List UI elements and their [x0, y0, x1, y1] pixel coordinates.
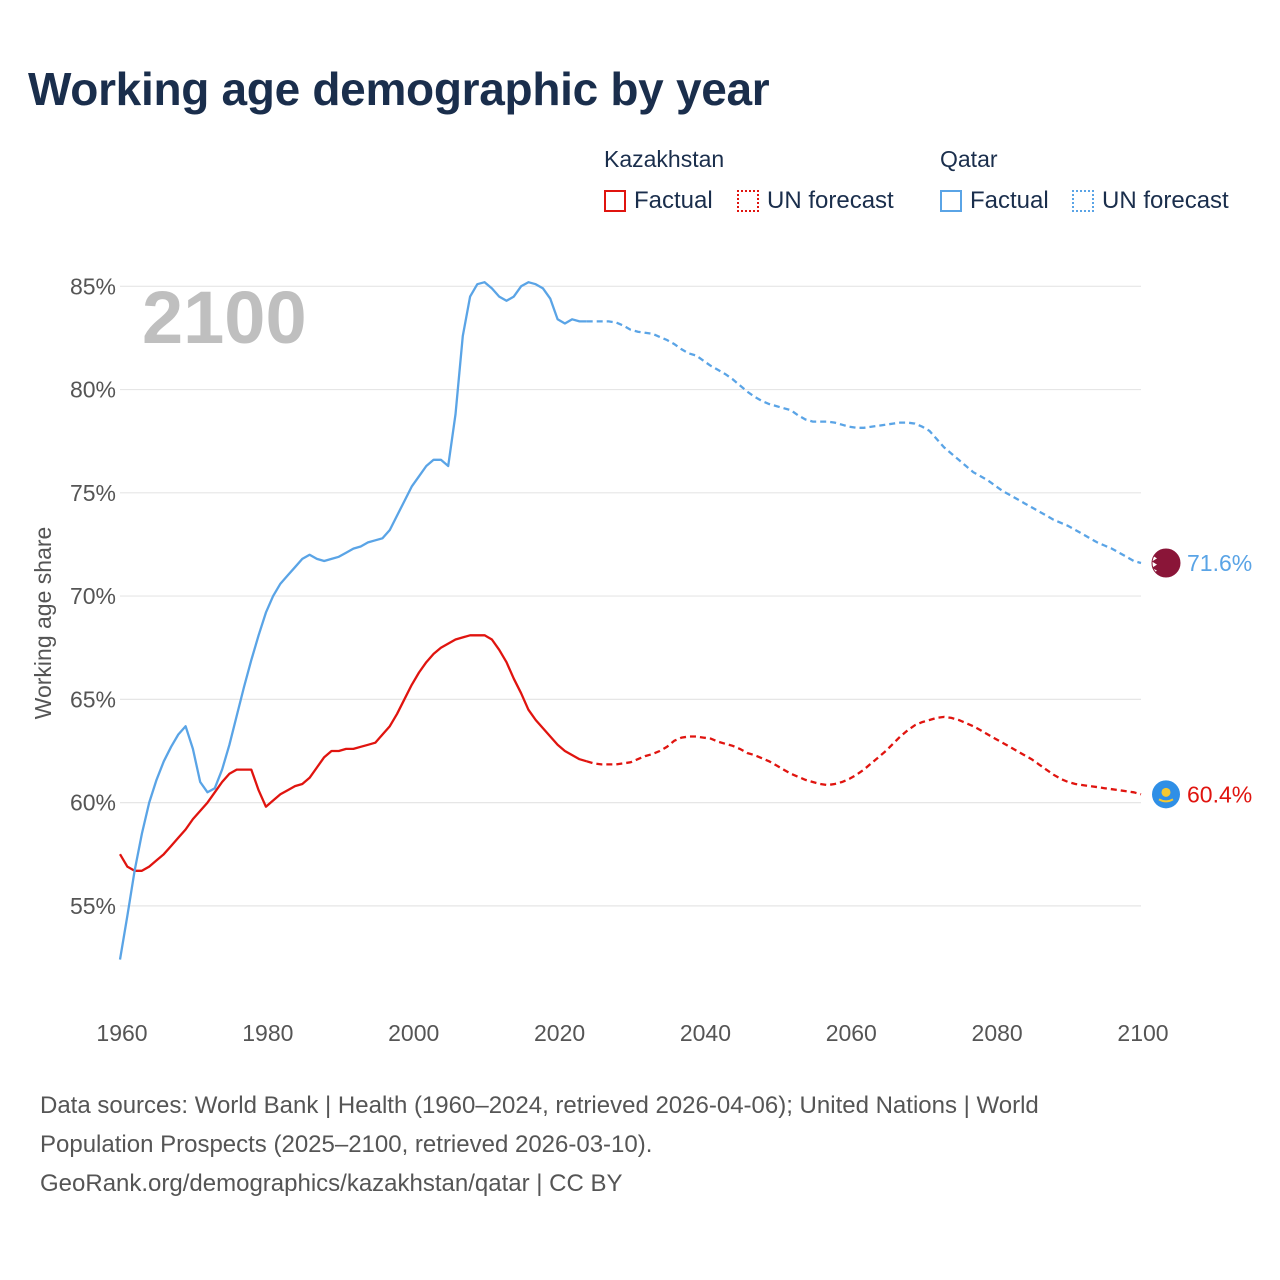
x-tick-label: 2000: [388, 1020, 439, 1046]
qatar-forecast-line: [586, 320, 1142, 565]
x-tick-label: 2080: [972, 1020, 1023, 1046]
y-tick-label: 60%: [70, 790, 116, 816]
gridlines: [120, 285, 1141, 907]
qatar-end-value-label: 71.6%: [1187, 550, 1252, 576]
kazakhstan-flag-icon: [1152, 780, 1180, 809]
x-tick-label: 2060: [826, 1020, 877, 1046]
data-sources: Data sources: World Bank | Health (1960–…: [40, 1086, 1220, 1203]
y-axis-ticks: 55% 60% 65% 70% 75% 80% 85%: [70, 273, 116, 919]
qatar-factual-line: [118, 281, 587, 960]
legend-kazakhstan-heading: Kazakhstan: [604, 146, 725, 172]
legend-kazakhstan-forecast-label: UN forecast: [767, 187, 894, 214]
y-axis-label: Working age share: [30, 527, 56, 720]
year-label: 2100: [142, 276, 307, 359]
sources-line-2: Population Prospects (2025–2100, retriev…: [40, 1131, 653, 1158]
kazakhstan-end-value-label: 60.4%: [1187, 781, 1252, 807]
legend-swatch-solid-red: [604, 190, 626, 212]
x-tick-label: 1960: [96, 1020, 147, 1046]
qatar-flag-icon: [1151, 548, 1181, 578]
line-chart: 2100 Working age share 55% 60% 65% 70% 75% 80…: [30, 273, 1252, 1046]
sources-line-3: GeoRank.org/demographics/kazakhstan/qata…: [40, 1170, 623, 1197]
x-tick-label: 2020: [534, 1020, 585, 1046]
chart-title: Working age demographic by year: [28, 63, 770, 115]
legend-kazakhstan-factual[interactable]: Factual: [604, 186, 713, 216]
y-tick-label: 85%: [70, 273, 116, 299]
x-tick-label: 2100: [1117, 1020, 1168, 1046]
legend-swatch-dotted-red: [737, 190, 759, 212]
x-tick-label: 2040: [680, 1020, 731, 1046]
sources-line-1: Data sources: World Bank | Health (1960–…: [40, 1092, 1039, 1119]
legend-swatch-solid-blue: [940, 190, 962, 212]
legend-qatar-heading: Qatar: [940, 146, 998, 172]
legend-qatar-factual[interactable]: Factual: [940, 186, 1049, 216]
kazakhstan-factual-line: [119, 634, 588, 872]
legend-kazakhstan-factual-label: Factual: [634, 187, 713, 214]
kazakhstan-forecast-line: [586, 715, 1142, 796]
series-lines: [118, 281, 1142, 960]
y-tick-label: 55%: [70, 893, 116, 919]
y-tick-label: 80%: [70, 377, 116, 403]
end-markers: 60.4% 71.6%: [1151, 548, 1252, 809]
y-tick-label: 75%: [70, 480, 116, 506]
x-axis-ticks: 1960 1980 2000 2020 2040 2060 2080 2100: [96, 1020, 1168, 1046]
legend-qatar-forecast-label: UN forecast: [1102, 187, 1229, 214]
legend-swatch-dotted-blue: [1072, 190, 1094, 212]
y-tick-label: 70%: [70, 583, 116, 609]
x-tick-label: 1980: [242, 1020, 293, 1046]
y-tick-label: 65%: [70, 686, 116, 712]
legend-qatar-factual-label: Factual: [970, 187, 1049, 214]
legend-kazakhstan-forecast[interactable]: UN forecast: [737, 186, 894, 216]
legend-qatar-forecast[interactable]: UN forecast: [1072, 186, 1229, 216]
